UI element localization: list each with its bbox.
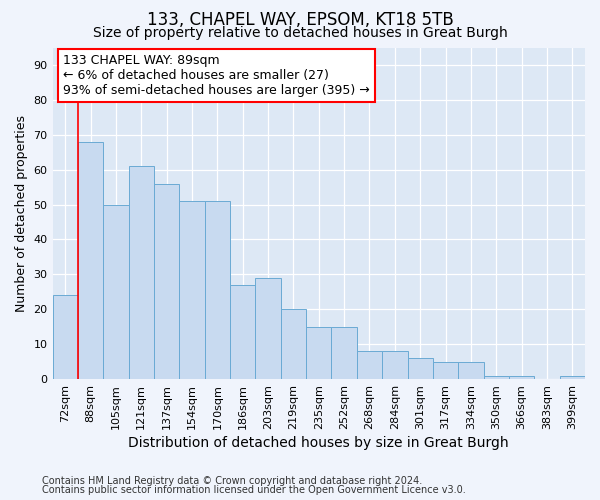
Bar (281, 310, 306, 379)
Bar (306, 326, 331, 379)
Bar (205, 201, 230, 379)
Bar (230, 285, 256, 379)
Text: 133 CHAPEL WAY: 89sqm
← 6% of detached houses are smaller (27)
93% of semi-detac: 133 CHAPEL WAY: 89sqm ← 6% of detached h… (63, 54, 370, 97)
Bar (78, 142, 103, 379)
Bar (509, 376, 534, 379)
Text: Contains HM Land Registry data © Crown copyright and database right 2024.: Contains HM Land Registry data © Crown c… (42, 476, 422, 486)
Bar (331, 326, 357, 379)
Bar (179, 201, 205, 379)
Bar (256, 278, 281, 379)
Bar (382, 351, 407, 379)
X-axis label: Distribution of detached houses by size in Great Burgh: Distribution of detached houses by size … (128, 436, 509, 450)
Bar (357, 351, 382, 379)
Text: Size of property relative to detached houses in Great Burgh: Size of property relative to detached ho… (92, 26, 508, 40)
Bar (128, 166, 154, 379)
Bar (560, 376, 585, 379)
Bar (103, 204, 128, 379)
Bar (407, 358, 433, 379)
Text: 133, CHAPEL WAY, EPSOM, KT18 5TB: 133, CHAPEL WAY, EPSOM, KT18 5TB (146, 11, 454, 29)
Bar (53, 296, 78, 379)
Bar (154, 184, 179, 379)
Bar (458, 362, 484, 379)
Bar (484, 376, 509, 379)
Text: Contains public sector information licensed under the Open Government Licence v3: Contains public sector information licen… (42, 485, 466, 495)
Y-axis label: Number of detached properties: Number of detached properties (15, 115, 28, 312)
Bar (433, 362, 458, 379)
